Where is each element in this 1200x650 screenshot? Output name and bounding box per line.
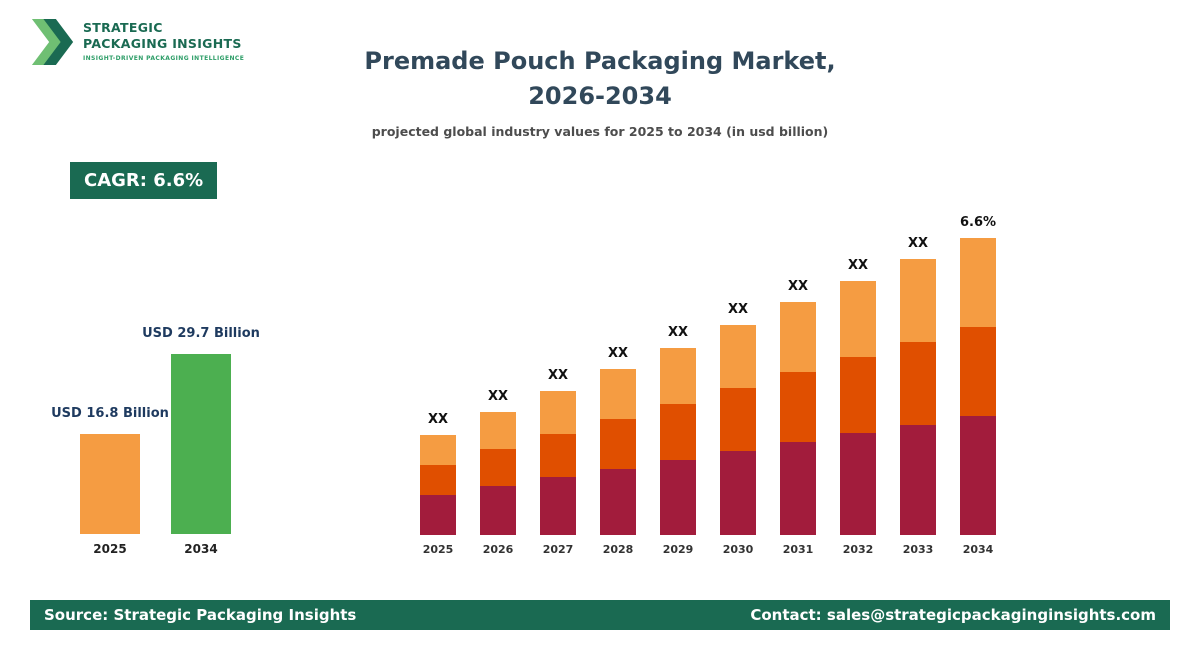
bar-segment-middle (780, 372, 816, 442)
comparison-bar-2025 (80, 434, 140, 534)
category-label: 2033 (902, 543, 934, 556)
category-label: 2031 (782, 543, 814, 556)
bar-segment-bottom (540, 477, 576, 535)
bar-segment-middle (420, 465, 456, 495)
bar-segment-top (780, 302, 816, 372)
bar-segment-bottom (420, 495, 456, 535)
bar-segment-middle (960, 327, 996, 416)
bar-segment-top (900, 259, 936, 342)
bar-segment-top (420, 435, 456, 465)
stacked-bar-2027 (540, 391, 576, 535)
category-label: 2034 (962, 543, 994, 556)
bar-value-label: XX (847, 258, 869, 273)
title-block: Premade Pouch Packaging Market, 2026-203… (0, 44, 1200, 139)
brand-tagline: INSIGHT-DRIVEN PACKAGING INTELLIGENCE (83, 55, 245, 63)
brand-logo: STRATEGIC PACKAGING INSIGHTS INSIGHT-DRI… (30, 14, 244, 70)
stacked-bar-group: XX 2030 (720, 302, 756, 556)
stacked-bar-group: XX 2033 (900, 236, 936, 556)
bar-segment-top (720, 325, 756, 388)
comparison-bar-group: USD 16.8 Billion 2025 (51, 406, 169, 556)
footer-bar: Source: Strategic Packaging Insights Con… (30, 600, 1170, 630)
bar-segment-bottom (900, 425, 936, 535)
stacked-bar-group: XX 2027 (540, 368, 576, 556)
bar-segment-bottom (600, 469, 636, 535)
stacked-bar-2028 (600, 369, 636, 535)
stacked-bar-2034 (960, 238, 996, 535)
category-label: 2030 (722, 543, 754, 556)
logo-chevron-icon (31, 19, 74, 65)
comparison-bar-group: USD 29.7 Billion 2034 (142, 326, 260, 556)
page-subtitle: projected global industry values for 202… (371, 123, 829, 139)
comparison-bar-2034 (171, 354, 231, 534)
bar-segment-middle (660, 404, 696, 460)
bar-value-label: XX (487, 389, 509, 404)
bar-segment-top (840, 281, 876, 357)
category-label: 2027 (542, 543, 574, 556)
bar-value-label: XX (547, 368, 569, 383)
category-label: 2028 (602, 543, 634, 556)
stacked-bar-2030 (720, 325, 756, 535)
bar-segment-middle (540, 434, 576, 477)
bar-segment-middle (480, 449, 516, 486)
bar-segment-bottom (960, 416, 996, 535)
stacked-bar-group: XX 2028 (600, 346, 636, 556)
stacked-bar-group: XX 2026 (480, 389, 516, 556)
stacked-bar-2025 (420, 435, 456, 535)
category-label: 2026 (482, 543, 514, 556)
bar-value-label: XX (907, 236, 929, 251)
bar-value-label: XX (667, 325, 689, 340)
stacked-bar-2033 (900, 259, 936, 535)
bar-segment-top (600, 369, 636, 419)
category-label: 2032 (842, 543, 874, 556)
stacked-bar-group: 6.6% 2034 (960, 215, 996, 556)
bar-segment-middle (600, 419, 636, 469)
stacked-bar-2026 (480, 412, 516, 535)
bar-segment-bottom (720, 451, 756, 535)
category-label: 2034 (184, 542, 218, 556)
stacked-bar-group: XX 2025 (420, 412, 456, 556)
value-label: USD 16.8 Billion (51, 406, 169, 421)
category-label: 2029 (662, 543, 694, 556)
stacked-bar-2029 (660, 348, 696, 535)
bar-value-label: XX (727, 302, 749, 317)
bar-segment-top (660, 348, 696, 404)
bar-segment-top (960, 238, 996, 327)
bar-segment-middle (840, 357, 876, 433)
page-title: Premade Pouch Packaging Market, 2026-203… (364, 47, 836, 110)
bar-segment-bottom (480, 486, 516, 535)
bar-segment-bottom (840, 433, 876, 535)
source-text: Source: Strategic Packaging Insights (44, 606, 357, 624)
bar-value-label: XX (607, 346, 629, 361)
category-label: 2025 (93, 542, 127, 556)
bar-segment-middle (720, 388, 756, 451)
brand-name-line1: STRATEGIC (83, 20, 163, 35)
bar-value-label: XX (787, 279, 809, 294)
stacked-bar-2031 (780, 302, 816, 535)
bar-segment-bottom (780, 442, 816, 535)
stacked-bar-2032 (840, 281, 876, 535)
stacked-bar-group: XX 2032 (840, 258, 876, 556)
comparison-chart: USD 16.8 Billion 2025 USD 29.7 Billion 2034 (51, 326, 260, 556)
bar-segment-bottom (660, 460, 696, 535)
bar-value-label: 6.6% (959, 215, 997, 230)
stacked-bar-group: XX 2031 (780, 279, 816, 556)
value-label: USD 29.7 Billion (142, 326, 260, 341)
brand-name-line2: PACKAGING INSIGHTS (83, 35, 242, 51)
bar-segment-top (540, 391, 576, 434)
contact-text: Contact: sales@strategicpackaginginsight… (750, 606, 1156, 624)
brand-text: STRATEGIC PACKAGING INSIGHTS INSIGHT-DRI… (83, 14, 244, 62)
cagr-badge: CAGR: 6.6% (70, 162, 218, 199)
stacked-bar-chart: XX 2025 XX 2026 XX 2027 XX 2028 XX 2029 XX 2030 XX 20… (420, 215, 996, 556)
bar-segment-middle (900, 342, 936, 425)
bar-value-label: XX (427, 412, 449, 427)
category-label: 2025 (422, 543, 454, 556)
stacked-bar-group: XX 2029 (660, 325, 696, 556)
bar-segment-top (480, 412, 516, 449)
